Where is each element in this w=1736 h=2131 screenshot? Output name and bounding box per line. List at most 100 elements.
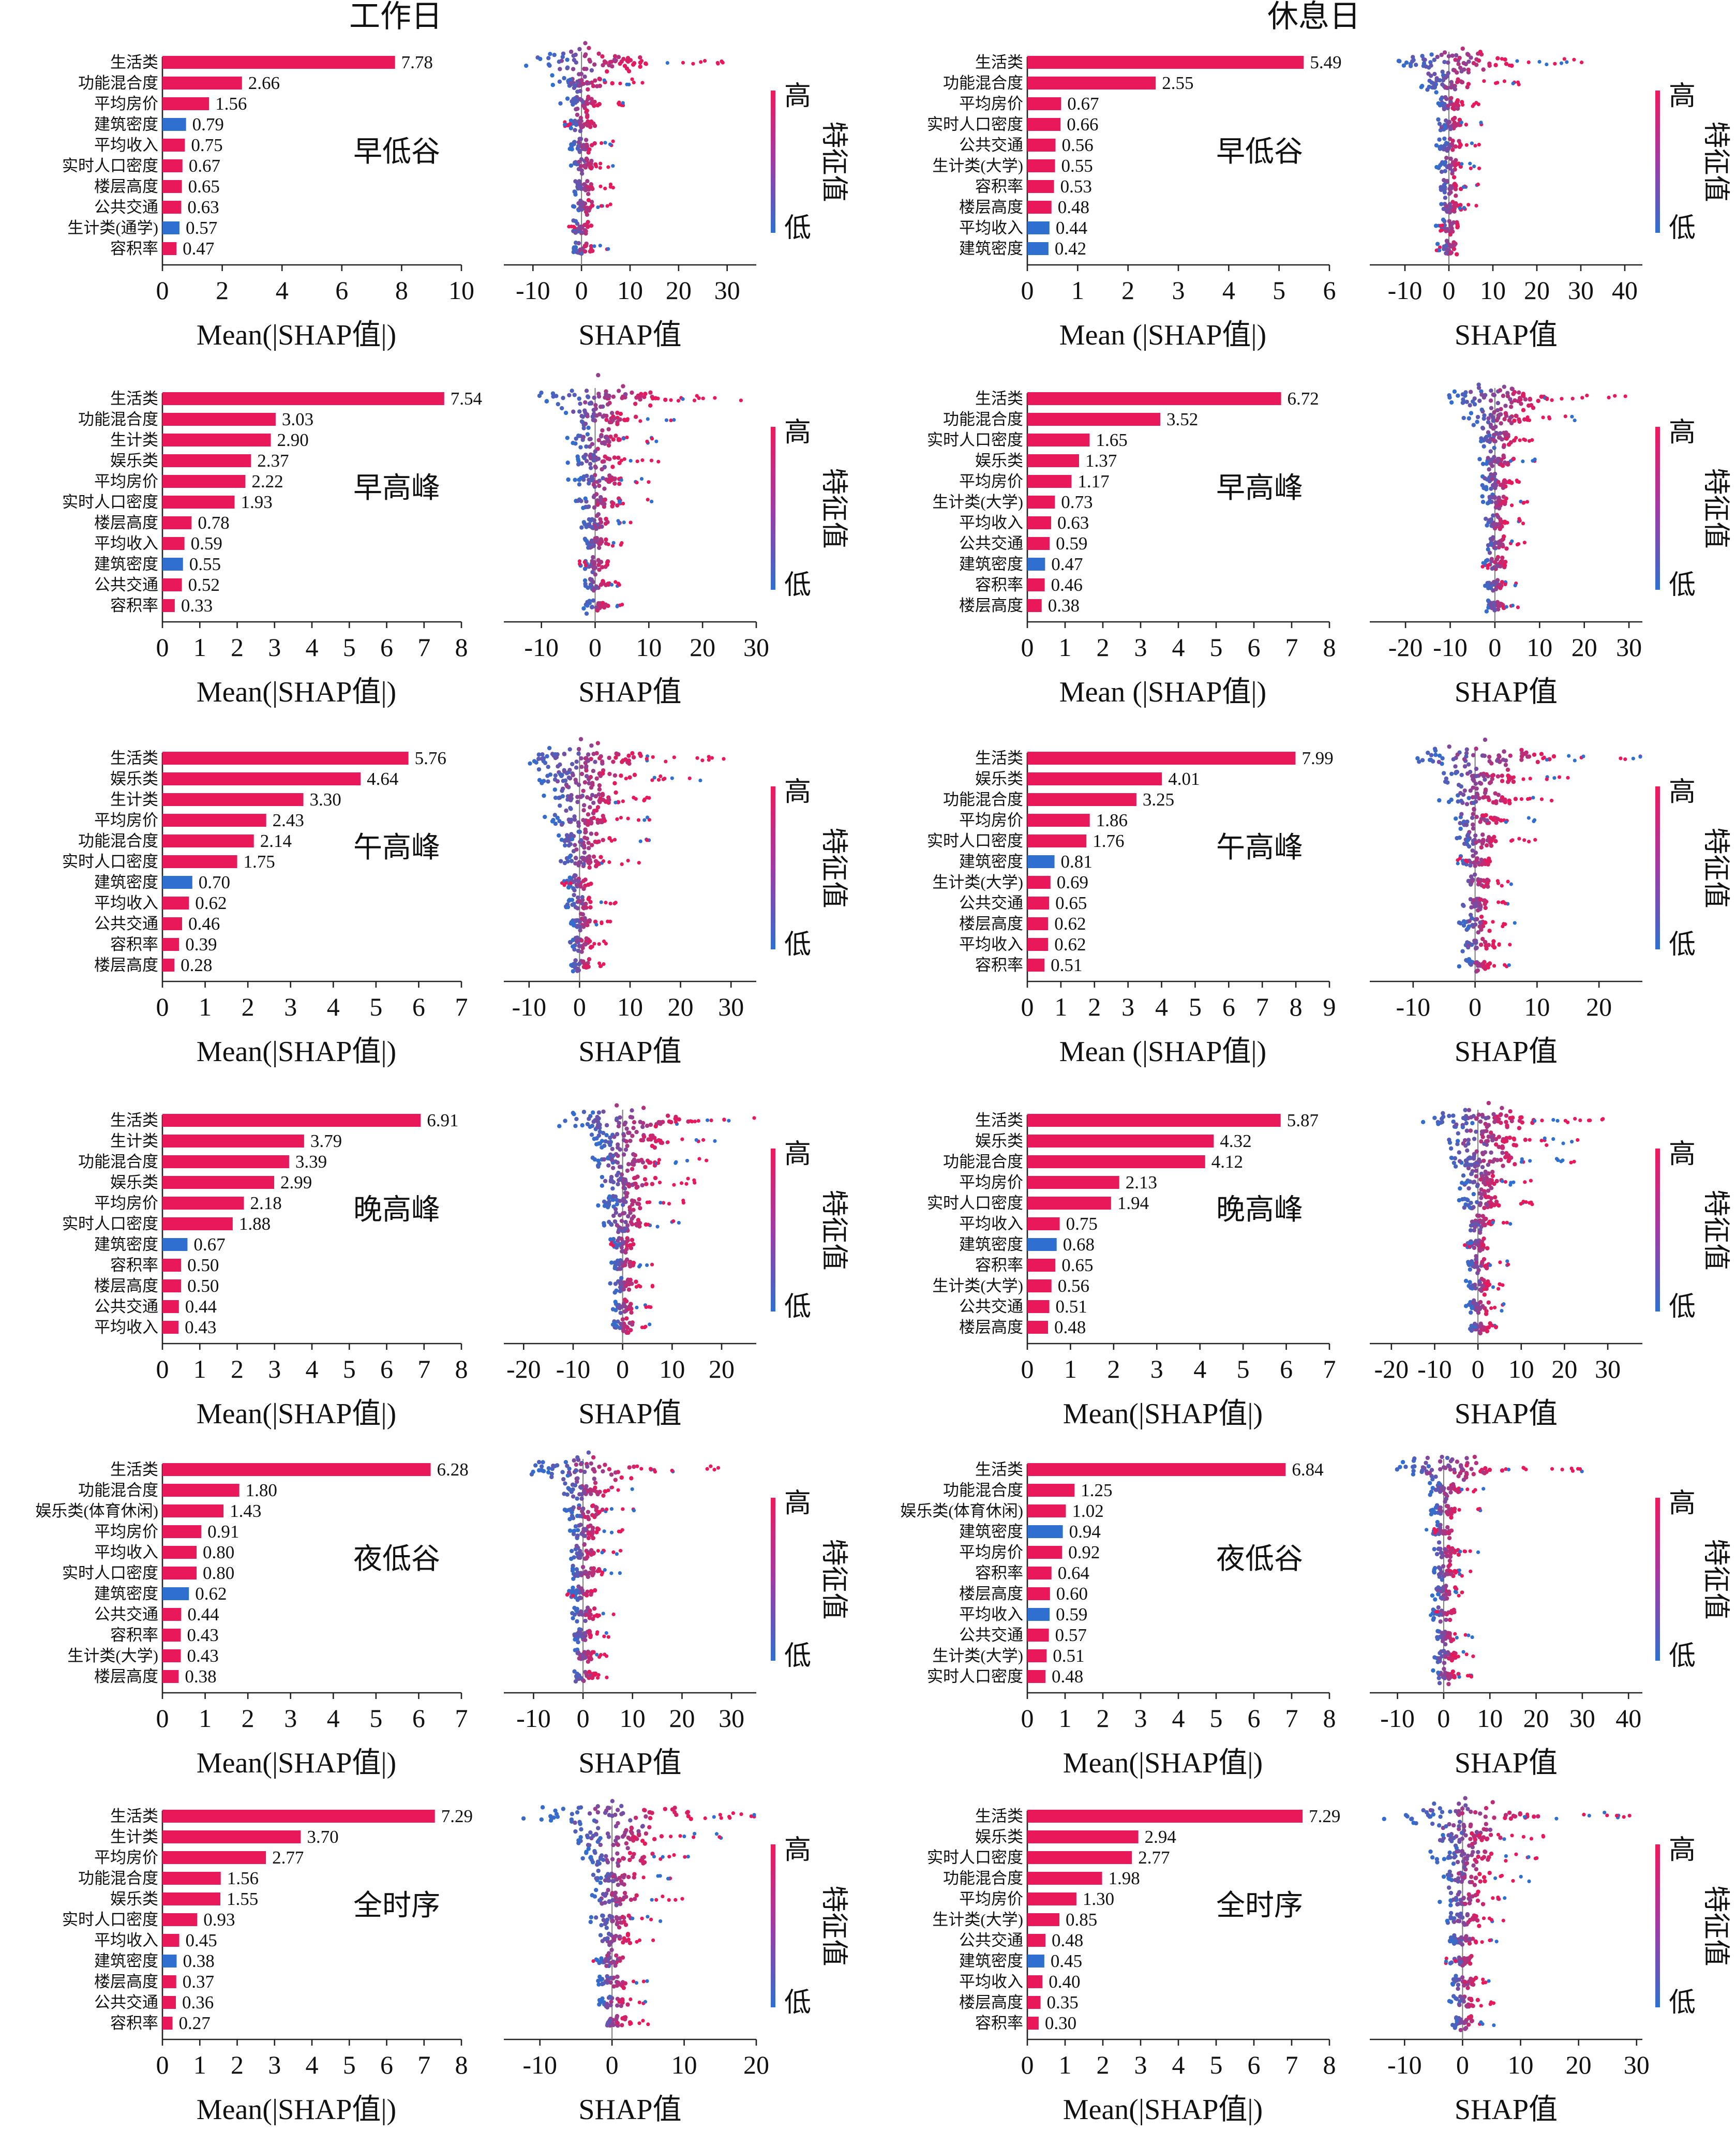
swarm-dot (578, 795, 583, 799)
swarm-dot (1494, 821, 1499, 825)
swarm-tick-label: 10 (636, 633, 662, 662)
swarm-dot (597, 101, 602, 107)
bar-tick-label: 7 (1285, 1704, 1298, 1733)
swarm-dot (1551, 1137, 1555, 1141)
swarm-dot (616, 55, 621, 59)
swarm-dot (589, 577, 593, 583)
swarm-dot (581, 808, 586, 813)
swarm-dot (568, 163, 574, 168)
swarm-dot (582, 780, 588, 785)
swarm-dot (626, 816, 630, 821)
swarm-dot (644, 1305, 648, 1309)
swarm-dot (1462, 1243, 1467, 1247)
swarm-dot (600, 1139, 605, 1143)
swarm-dot (578, 1548, 582, 1554)
swarm-dot (579, 525, 584, 530)
swarm-dot (1522, 437, 1526, 441)
swarm-dot (1462, 757, 1467, 762)
bar (1027, 1300, 1050, 1313)
swarm-dot (1446, 1486, 1451, 1491)
swarm-dot (1442, 103, 1447, 108)
swarm-dot (613, 1210, 619, 1215)
bar-value-label: 1.56 (215, 94, 247, 114)
bar-category-label: 娱乐类 (110, 770, 158, 788)
swarm-dot (1471, 61, 1476, 66)
swarm-dot (1500, 1151, 1505, 1155)
swarm-dot (1486, 416, 1491, 421)
swarm-dot (596, 1567, 602, 1572)
swarm-dot (588, 1629, 592, 1634)
swarm-dot (1474, 1200, 1479, 1204)
swarm-dot (1473, 840, 1478, 845)
swarm-dot (1444, 208, 1449, 213)
swarm-dot (1464, 1121, 1469, 1126)
swarm-dot (587, 542, 592, 547)
bar-category-label: 容积率 (975, 1256, 1023, 1274)
swarm-dot (1517, 390, 1521, 395)
bar-tick-label: 4 (1172, 1704, 1185, 1733)
swarm-dot (584, 768, 589, 773)
swarm-dot (581, 818, 586, 823)
swarm-dot (579, 168, 584, 173)
swarm-dot (1461, 1141, 1466, 1146)
swarm-dot (1486, 1282, 1491, 1287)
bar-value-label: 0.63 (1057, 513, 1089, 533)
bar-tick-label: 1 (199, 1704, 212, 1733)
swarm-dot (667, 1202, 671, 1206)
swarm-dot (585, 539, 589, 544)
swarm-dot (1442, 136, 1447, 141)
swarm-dot (1499, 1157, 1503, 1163)
swarm-dot (591, 800, 596, 805)
swarm-dot (1502, 79, 1506, 83)
swarm-dot (572, 189, 577, 194)
swarm-dot (1477, 796, 1481, 801)
swarm-dot (1479, 1261, 1485, 1266)
swarm-dot (1560, 1467, 1564, 1472)
bar-value-label: 0.42 (1055, 239, 1086, 259)
bar-value-label: 0.38 (1048, 595, 1080, 616)
swarm-dot (1480, 1284, 1485, 1288)
swarm-tick-label: -10 (1417, 1354, 1452, 1383)
swarm-dot (583, 138, 589, 142)
swarm-dot (583, 1527, 588, 1531)
swarm-dot (1483, 1122, 1488, 1126)
swarm-dot (1466, 762, 1471, 767)
bar (1027, 558, 1045, 571)
bar-value-label: 0.62 (1054, 914, 1086, 934)
swarm-dot (596, 1527, 601, 1532)
swarm-dot (1510, 838, 1515, 842)
swarm-dot (1484, 882, 1489, 887)
bar (162, 413, 276, 426)
swarm-dot (589, 1132, 594, 1137)
swarm-dot (624, 1316, 629, 1321)
swarm-dot (1475, 968, 1480, 973)
swarm-dot (1502, 460, 1507, 465)
bar (162, 201, 182, 214)
swarm-dot (639, 59, 644, 63)
swarm-dot (602, 459, 606, 464)
bar-category-label: 功能混合度 (943, 791, 1023, 809)
swarm-dot (1481, 1257, 1487, 1262)
swarm-dot (1489, 541, 1493, 546)
swarm-dot (1444, 141, 1449, 145)
bar-tick-label: 4 (1172, 633, 1185, 662)
swarm-dot (1500, 1179, 1504, 1183)
swarm-dot (1468, 863, 1473, 868)
swarm-dot (1479, 1192, 1484, 1197)
swarm-dot (1468, 913, 1473, 917)
swarm-dot (1488, 1263, 1492, 1268)
bar-value-label: 0.33 (181, 595, 213, 616)
swarm-dot (1559, 61, 1564, 65)
swarm-dot (1495, 514, 1501, 519)
swarm-dot (580, 414, 585, 419)
swarm-dot (1471, 1191, 1476, 1197)
swarm-dot (674, 1161, 678, 1165)
swarm-dot (621, 1180, 626, 1185)
swarm-dot (593, 1673, 597, 1677)
swarm-dot (1491, 944, 1495, 948)
swarm-dot (591, 482, 596, 487)
swarm-dot (624, 1246, 629, 1251)
swarm-dot (1466, 832, 1471, 837)
bar-tick-label: 7 (1323, 1354, 1336, 1383)
swarm-dot (634, 797, 638, 801)
